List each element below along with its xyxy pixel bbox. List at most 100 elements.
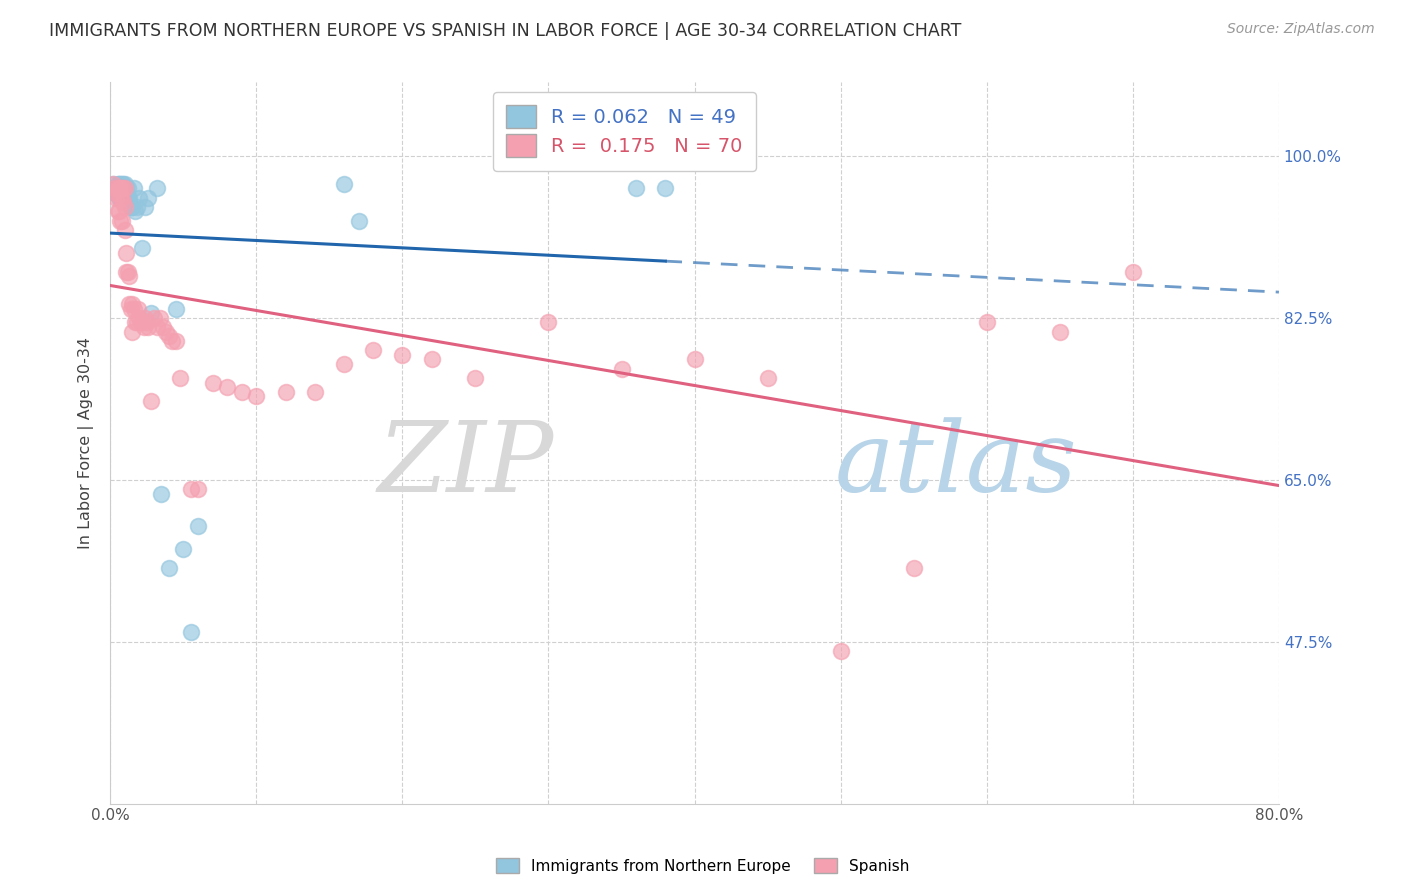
Point (115, 246, 138, 260)
Point (114, 223, 136, 237)
Point (124, 316, 146, 330)
Point (125, 316, 148, 330)
Point (187, 519, 209, 533)
Point (131, 242, 153, 256)
Point (146, 320, 169, 334)
Point (132, 320, 155, 334)
Legend: Immigrants from Northern Europe, Spanish: Immigrants from Northern Europe, Spanish (491, 852, 915, 880)
Point (180, 482, 202, 496)
Point (117, 181, 139, 195)
Point (122, 301, 145, 316)
Point (110, 181, 132, 195)
Point (150, 486, 173, 500)
Point (115, 181, 138, 195)
Point (108, 177, 131, 191)
Text: ZIP: ZIP (378, 417, 554, 512)
Point (136, 190, 159, 204)
Point (111, 177, 134, 191)
Point (110, 213, 132, 227)
Point (304, 384, 326, 399)
Point (537, 316, 560, 330)
Point (155, 325, 177, 339)
Point (756, 371, 779, 385)
Point (114, 190, 136, 204)
Point (105, 181, 128, 195)
Point (112, 177, 135, 191)
Point (157, 560, 180, 574)
Point (128, 310, 150, 325)
Point (120, 301, 142, 316)
Y-axis label: In Labor Force | Age 30-34: In Labor Force | Age 30-34 (79, 337, 94, 549)
Point (134, 200, 156, 214)
Point (245, 390, 267, 404)
Text: atlas: atlas (835, 417, 1077, 512)
Point (125, 200, 148, 214)
Point (112, 181, 135, 195)
Point (141, 394, 163, 409)
Point (114, 200, 136, 214)
Point (157, 329, 180, 343)
Point (976, 316, 998, 330)
Point (1049, 325, 1071, 339)
Point (160, 334, 183, 348)
Point (683, 352, 706, 367)
Point (172, 542, 194, 557)
Point (830, 644, 852, 658)
Legend: R = 0.062   N = 49, R =  0.175   N = 70: R = 0.062 N = 49, R = 0.175 N = 70 (494, 92, 756, 170)
Point (111, 190, 134, 204)
Point (121, 325, 143, 339)
Point (464, 371, 486, 385)
Point (111, 213, 134, 227)
Point (201, 376, 224, 390)
Point (231, 384, 253, 399)
Point (105, 186, 128, 200)
Point (165, 301, 187, 316)
Point (1122, 264, 1144, 278)
Point (105, 190, 128, 204)
Point (117, 190, 139, 204)
Point (274, 384, 297, 399)
Point (115, 264, 138, 278)
Point (121, 297, 143, 311)
Point (131, 316, 153, 330)
Point (136, 320, 159, 334)
Point (146, 181, 169, 195)
Point (115, 190, 138, 204)
Text: IMMIGRANTS FROM NORTHERN EUROPE VS SPANISH IN LABOR FORCE | AGE 30-34 CORRELATIO: IMMIGRANTS FROM NORTHERN EUROPE VS SPANI… (49, 22, 962, 40)
Point (111, 181, 134, 195)
Point (110, 181, 132, 195)
Point (110, 190, 132, 204)
Point (128, 190, 150, 204)
Point (420, 352, 443, 367)
Point (101, 177, 124, 191)
Point (111, 190, 134, 204)
Point (361, 343, 384, 358)
Point (118, 297, 141, 311)
Point (114, 181, 136, 195)
Point (121, 200, 143, 214)
Point (118, 190, 141, 204)
Point (124, 204, 146, 219)
Point (114, 181, 136, 195)
Point (107, 186, 129, 200)
Point (111, 181, 134, 195)
Point (104, 181, 127, 195)
Point (903, 560, 925, 574)
Point (107, 204, 129, 219)
Point (180, 625, 202, 640)
Point (112, 195, 135, 210)
Point (118, 269, 141, 284)
Text: Source: ZipAtlas.com: Source: ZipAtlas.com (1227, 22, 1375, 37)
Point (127, 301, 149, 316)
Point (108, 181, 131, 195)
Point (149, 310, 172, 325)
Point (108, 204, 131, 219)
Point (333, 177, 356, 191)
Point (107, 181, 129, 195)
Point (391, 348, 413, 362)
Point (108, 190, 131, 204)
Point (624, 181, 647, 195)
Point (129, 316, 152, 330)
Point (217, 380, 239, 394)
Point (143, 310, 166, 325)
